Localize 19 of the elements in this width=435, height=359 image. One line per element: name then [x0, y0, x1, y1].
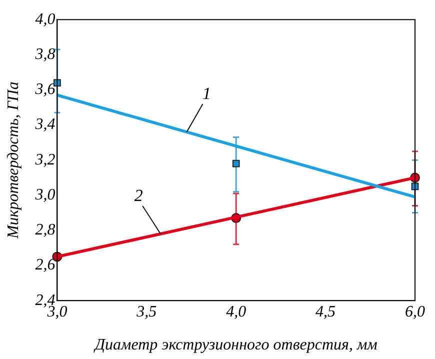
y-tick-label: 2,4	[35, 292, 56, 309]
y-tick-label: 3,6	[34, 81, 56, 98]
y-tick-label: 2,6	[35, 256, 56, 274]
point	[232, 160, 240, 168]
x-tick-label: 4,0	[226, 303, 246, 320]
y-tick-label: 3,2	[34, 151, 56, 168]
x-tick-label: 6,0	[405, 303, 425, 320]
x-tick-label: 3,5	[136, 303, 157, 320]
y-tick-label: 3,8	[34, 46, 56, 63]
x-axis-title: Диаметр экструзионного отверстия, мм	[92, 336, 378, 354]
annotation: 2	[134, 186, 144, 205]
annotation: 1	[202, 84, 211, 103]
y-tick-label: 3,4	[34, 116, 56, 134]
y-tick-label: 2,8	[35, 222, 56, 239]
point	[54, 79, 61, 87]
y-tick-label: 4,0	[35, 10, 56, 28]
x-tick-label: 4,5	[316, 303, 336, 320]
y-axis-title: Микротвердость, ГПа	[4, 82, 22, 240]
y-tick-label: 3,0	[34, 186, 56, 204]
